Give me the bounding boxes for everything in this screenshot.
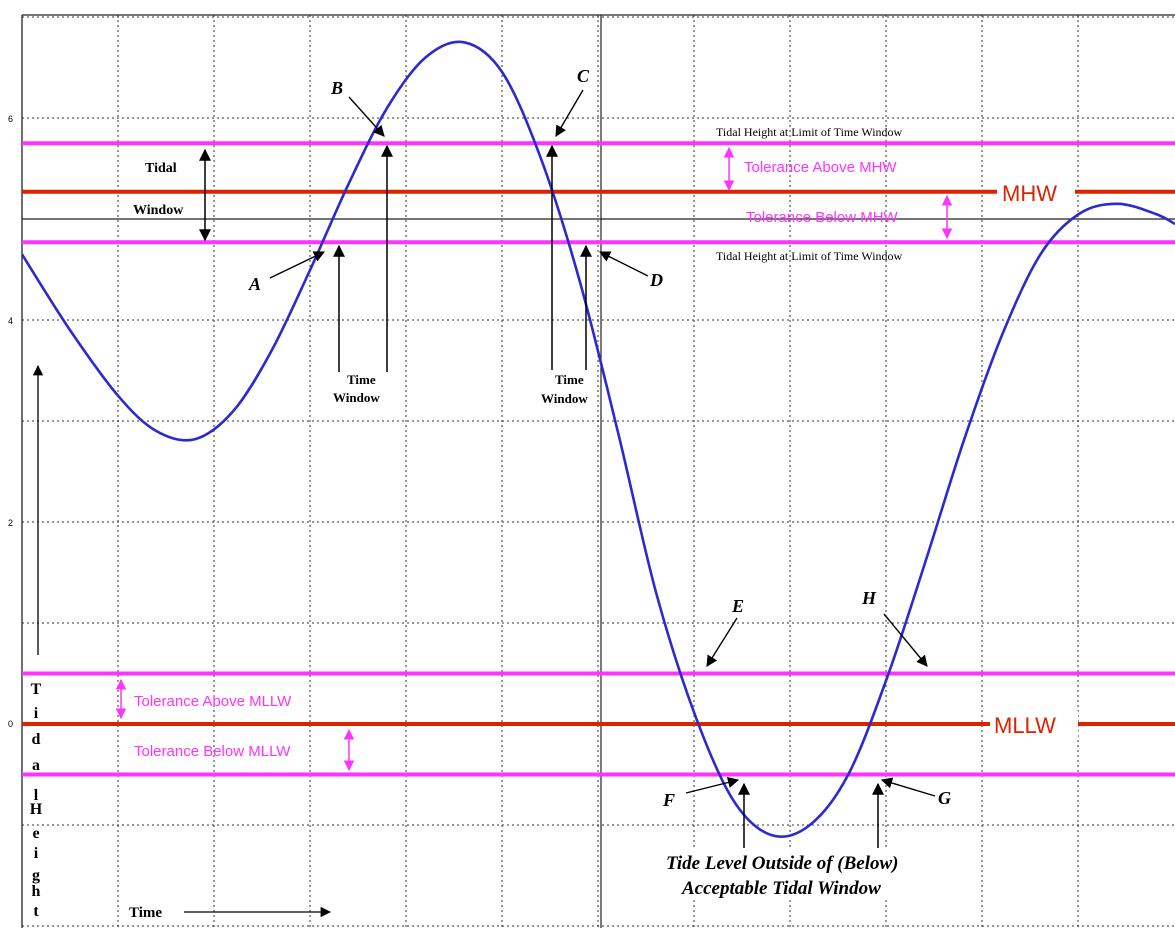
tidal-window-annotation: Tidal Window	[133, 148, 211, 242]
y-axis-letter: l	[34, 787, 39, 804]
time-window-label-2a: Time	[555, 372, 584, 387]
tol-below-mhw-label: Tolerance Below MHW	[746, 209, 899, 226]
tol-below-mllw-label: Tolerance Below MLLW	[134, 743, 291, 760]
point-arrow-a	[269, 251, 326, 279]
limit-label-top: Tidal Height at Limit of Time Window	[716, 125, 903, 139]
point-label-h: H	[861, 588, 877, 608]
y-tick-2: 2	[8, 518, 13, 528]
reference-lines	[22, 141, 1175, 777]
point-label-e: E	[731, 596, 744, 616]
point-label-b: B	[330, 78, 343, 98]
point-arrow-f	[685, 777, 740, 794]
tide-curve	[20, 40, 1175, 839]
mllw-label-bg	[990, 711, 1078, 739]
y-axis-letter: a	[32, 757, 40, 774]
mhw-label: MHW	[1002, 181, 1057, 206]
y-axis-letter: d	[32, 731, 41, 748]
outside-label-1: Tide Level Outside of (Below)	[666, 853, 899, 874]
y-axis-letter: H	[30, 801, 43, 818]
time-window-1: Time Window	[333, 144, 393, 405]
point-label-f: F	[662, 790, 675, 810]
time-window-label-2b: Window	[541, 391, 588, 406]
y-axis-letter: e	[32, 825, 39, 842]
point-arrow-d	[598, 251, 649, 277]
point-label-c: C	[577, 66, 590, 86]
y-axis-letter: g	[32, 867, 40, 884]
y-tick-0: 0	[8, 719, 13, 729]
point-arrow-g	[880, 777, 936, 797]
point-labels: A B C D E H F G	[248, 66, 951, 810]
y-axis-letter: h	[32, 883, 41, 900]
tol-above-mhw-label: Tolerance Above MHW	[744, 159, 897, 176]
y-tick-4: 4	[8, 316, 13, 326]
time-window-2: Time Window	[541, 144, 592, 406]
limit-label-bottom: Tidal Height at Limit of Time Window	[716, 249, 903, 263]
point-arrow-h	[883, 613, 928, 667]
point-arrow-e	[706, 617, 738, 667]
time-window-label-1a: Time	[347, 372, 376, 387]
y-axis-letter: i	[34, 845, 39, 862]
time-axis-label-bg	[126, 900, 176, 922]
y-axis-letter: i	[34, 705, 39, 722]
point-label-g: G	[938, 788, 951, 808]
outside-label-bg	[664, 848, 948, 900]
point-label-d: D	[649, 270, 663, 290]
tidal-window-label-1: Tidal	[145, 161, 177, 176]
tol-above-mllw-label: Tolerance Above MLLW	[134, 693, 292, 710]
time-axis-label: Time	[129, 905, 162, 921]
y-ticks: 6 4 2 0	[8, 114, 13, 729]
point-arrow-c	[555, 89, 584, 137]
outside-label-2: Acceptable Tidal Window	[681, 878, 881, 899]
grid	[21, 14, 1175, 928]
mllw-label: MLLW	[994, 713, 1056, 738]
tidal-window-label-2: Window	[133, 203, 184, 218]
y-axis-letter: T	[31, 681, 42, 698]
y-tick-6: 6	[8, 114, 13, 124]
point-label-a: A	[248, 274, 261, 294]
time-window-label-1b: Window	[333, 390, 380, 405]
y-axis-letter: t	[33, 903, 39, 920]
point-arrow-b	[348, 96, 385, 137]
mhw-label-bg	[997, 178, 1075, 206]
